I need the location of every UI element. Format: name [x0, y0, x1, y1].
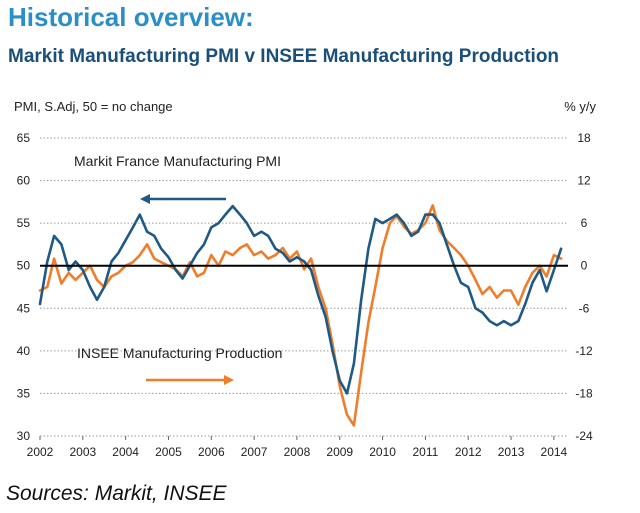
right-tick-label: -18 [575, 386, 593, 400]
insee-series-annotation: INSEE Manufacturing Production [77, 345, 282, 361]
source-note: Sources: Markit, INSEE [6, 482, 227, 505]
right-tick-label: 0 [581, 259, 588, 273]
right-arrow-icon [146, 375, 234, 385]
x-tick-label: 2003 [69, 445, 96, 459]
left-tick-label: 30 [17, 429, 31, 443]
x-tick-label: 2002 [27, 445, 54, 459]
left-tick-label: 45 [17, 301, 31, 315]
left-tick-label: 35 [17, 386, 31, 400]
left-tick-label: 65 [17, 131, 31, 145]
right-tick-label: -6 [579, 301, 590, 315]
right-tick-label: 18 [577, 131, 591, 145]
x-tick-label: 2004 [112, 445, 139, 459]
x-tick-label: 2012 [455, 445, 482, 459]
x-tick-label: 2010 [369, 445, 396, 459]
left-tick-label: 60 [17, 174, 31, 188]
right-tick-label: 6 [581, 216, 588, 230]
series-layer [38, 204, 563, 427]
x-tick-label: 2007 [241, 445, 268, 459]
left-tick-label: 55 [17, 216, 31, 230]
left-tick-label: 40 [17, 344, 31, 358]
x-tick-label: 2009 [326, 445, 353, 459]
pmi-series-annotation: Markit France Manufacturing PMI [74, 153, 281, 169]
insee-series-line [38, 204, 563, 427]
x-tick-label: 2005 [155, 445, 182, 459]
left-tick-label: 50 [17, 259, 31, 273]
x-tick-label: 2011 [412, 445, 438, 459]
right-tick-label: 12 [577, 174, 591, 188]
x-tick-label: 2014 [541, 445, 568, 459]
x-tick-label: 2006 [198, 445, 225, 459]
chart-subtitle: Markit Manufacturing PMI v INSEE Manufac… [8, 46, 560, 67]
right-tick-label: -24 [575, 429, 593, 443]
page-title: Historical overview: [8, 2, 254, 32]
right-tick-label: -12 [575, 344, 593, 358]
left-axis-label: PMI, S.Adj, 50 = no change [14, 99, 173, 114]
right-axis-label: % y/y [564, 99, 596, 114]
x-tick-label: 2008 [284, 445, 311, 459]
gridlines [40, 137, 568, 437]
left-arrow-icon [140, 194, 226, 204]
x-tick-label: 2013 [498, 445, 525, 459]
pmi-series-line [38, 204, 563, 395]
